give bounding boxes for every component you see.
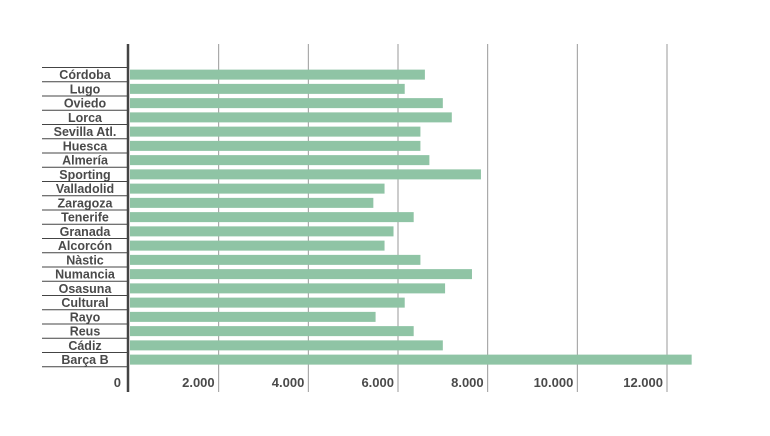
category-label: Lorca xyxy=(68,111,103,125)
category-label: Lugo xyxy=(70,82,101,96)
category-label: Zaragoza xyxy=(58,196,114,210)
bar xyxy=(130,69,425,80)
x-tick-labels: 0 2.000 4.000 6.000 8.000 10.000 12.000 xyxy=(114,375,663,390)
x-tick-label: 4.000 xyxy=(272,375,305,390)
category-label: Osasuna xyxy=(59,282,113,296)
bar xyxy=(130,140,421,151)
bar xyxy=(130,197,374,208)
bar xyxy=(130,183,385,194)
category-label: Sporting xyxy=(59,168,110,182)
category-label: Reus xyxy=(70,325,101,339)
bar xyxy=(130,340,443,351)
category-label: Barça B xyxy=(61,353,108,367)
bar xyxy=(130,83,405,94)
category-label: Rayo xyxy=(70,310,101,324)
category-label: Huesca xyxy=(63,139,109,153)
category-label: Nàstic xyxy=(66,253,104,267)
bar xyxy=(130,326,414,337)
bar xyxy=(130,212,414,223)
bar xyxy=(130,240,385,251)
bar xyxy=(130,126,421,137)
category-label: Almería xyxy=(62,154,109,168)
category-label: Granada xyxy=(60,225,112,239)
category-label: Tenerife xyxy=(61,211,109,225)
category-label: Sevilla Atl. xyxy=(54,125,117,139)
category-label: Cultural xyxy=(61,296,108,310)
x-tick-label: 6.000 xyxy=(361,375,394,390)
category-label: Oviedo xyxy=(64,97,107,111)
category-label: Córdoba xyxy=(59,68,111,82)
bar xyxy=(130,283,446,294)
x-tick-label: 2.000 xyxy=(182,375,215,390)
bar xyxy=(130,226,394,237)
category-label: Cádiz xyxy=(68,339,101,353)
bar xyxy=(130,269,472,280)
bar xyxy=(130,112,452,123)
bar xyxy=(130,311,376,322)
category-label: Numancia xyxy=(55,268,116,282)
bar xyxy=(130,254,421,265)
bars xyxy=(130,69,692,365)
x-tick-label: 12.000 xyxy=(623,375,663,390)
bar xyxy=(130,169,481,180)
bar xyxy=(130,98,443,109)
category-label: Alcorcón xyxy=(58,239,112,253)
bar xyxy=(130,354,692,365)
bar xyxy=(130,297,405,308)
x-tick-label: 8.000 xyxy=(451,375,484,390)
category-label: Valladolid xyxy=(56,182,114,196)
x-tick-label: 0 xyxy=(114,375,121,390)
bar xyxy=(130,155,430,166)
x-tick-label: 10.000 xyxy=(534,375,574,390)
